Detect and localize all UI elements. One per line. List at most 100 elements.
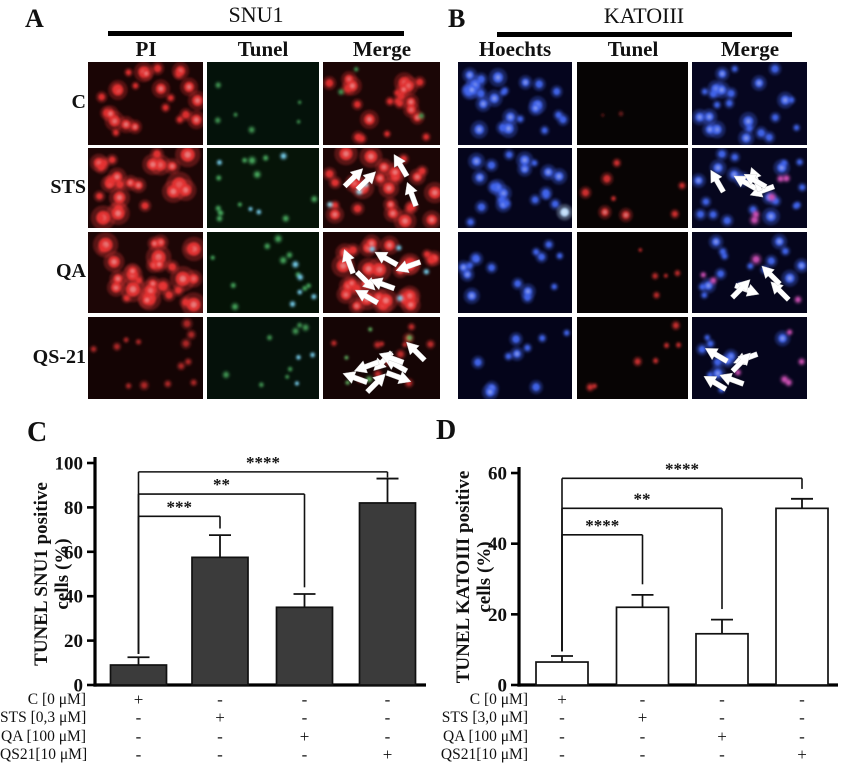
micrograph-A-STS-PI [88, 148, 203, 228]
arrow-icon [354, 270, 376, 291]
chart-c-y-axis-label: TUNEL SNU1 positive cells (%) [31, 454, 73, 694]
arrow-icon [703, 376, 728, 392]
micrograph-B-QS-21-Merge [692, 317, 807, 399]
micrograph-A-QA-PI [88, 232, 203, 313]
micrograph-B-C-Merge [692, 62, 807, 145]
matrix-sign-D-2-2: + [717, 726, 727, 746]
matrix-sign-D-2-3: - [799, 726, 805, 746]
micrograph-B-QA-Tunel [577, 232, 688, 313]
sig-label: **** [246, 453, 280, 472]
matrix-sign-C-0-1: - [217, 690, 223, 709]
micrograph-B-QS-21-Hoechts [458, 317, 572, 399]
arrow-icon [406, 341, 427, 363]
arrow-icon [341, 248, 356, 275]
panel-b-col-header-hoechts: Hoechts [478, 37, 552, 61]
micrograph-B-STS-Tunel [577, 148, 688, 228]
micrograph-A-STS-Tunel [207, 148, 319, 228]
micrograph-B-C-Hoechts [458, 62, 572, 145]
micrograph-A-STS-Merge [323, 148, 440, 228]
arrow-icon [378, 351, 405, 366]
matrix-row-label-D-0: C [0 μM] [469, 691, 528, 708]
panel-c-letter: C [27, 417, 48, 448]
panel-a-col-header-tunel: Tunel [237, 37, 289, 61]
panel-d-letter: D [436, 415, 457, 446]
bar-STS [0,3 μM] [191, 556, 249, 686]
chart-c-y-axis-label-line2: cells (%) [52, 538, 73, 610]
panel-a-col-header-merge: Merge [352, 37, 412, 61]
matrix-sign-D-1-3: - [799, 708, 805, 728]
matrix-sign-C-2-3: - [384, 726, 391, 746]
matrix-sign-D-1-0: - [559, 708, 565, 728]
matrix-sign-C-1-0: - [135, 708, 142, 728]
row-label-sts: STS [50, 176, 86, 198]
arrow-icon [743, 174, 768, 190]
panel-b-title: KATOIII [603, 3, 685, 28]
matrix-row-label-C-1: STS [0,3 μM] [0, 709, 87, 727]
micrograph-B-QA-Hoechts [458, 232, 572, 313]
matrix-row-label-C-3: QS21[10 μM] [0, 745, 88, 763]
sig-label: ** [213, 475, 230, 494]
matrix-sign-C-2-0: - [135, 726, 142, 746]
panel-b-letter: B [448, 4, 466, 33]
chart-d-y-axis-label-line1: TUNEL KATOIII positive [453, 470, 474, 684]
arrow-icon [710, 169, 726, 194]
matrix-sign-C-1-1: + [215, 708, 225, 728]
chart-d-y-axis-label-line2: cells (%) [474, 541, 495, 613]
matrix-row-label-D-3: QS21[10 μM] [440, 745, 528, 763]
matrix-sign-C-1-2: - [301, 708, 308, 728]
sig-label: **** [585, 516, 619, 535]
matrix-sign-C-3-0: - [135, 744, 142, 764]
panel-a-col-header-pi: PI [135, 37, 157, 61]
panel-a-title: SNU1 [228, 2, 284, 27]
matrix-sign-C-3-3: + [382, 744, 393, 764]
arrow-icon [365, 373, 386, 395]
chart-d-y-axis-label: TUNEL KATOIII positive cells (%) [453, 457, 495, 697]
matrix-sign-D-3-2: - [719, 744, 725, 764]
arrow-icon [704, 348, 729, 364]
micrograph-A-C-Tunel [207, 62, 319, 145]
micrograph-B-STS-Hoechts [458, 148, 572, 228]
matrix-sign-C-3-2: - [301, 744, 308, 764]
bar-C [0 μM] [109, 664, 168, 686]
micrograph-A-QS-21-PI [88, 317, 203, 399]
matrix-sign-D-0-2: - [719, 690, 725, 709]
micrograph-A-C-Merge [323, 62, 440, 145]
matrix-row-label-D-1: STS [3,0 μM] [441, 709, 528, 727]
matrix-sign-C-0-0: + [133, 690, 144, 709]
matrix-sign-D-1-2: - [719, 708, 725, 728]
matrix-row-label-C-2: QA [100 μM] [1, 727, 86, 745]
bar-QA [100 μM] [275, 606, 334, 686]
micrograph-A-QA-Tunel [207, 232, 319, 313]
arrow-icon [369, 277, 396, 292]
matrix-sign-C-2-2: + [299, 726, 310, 746]
row-label-c: C [71, 91, 86, 113]
matrix-row-label-D-2: QA [100 μM] [443, 727, 528, 745]
micrograph-A-C-PI [88, 62, 203, 145]
chart-c-y-axis-label-line1: TUNEL SNU1 positive [31, 482, 52, 666]
matrix-sign-C-1-3: - [384, 708, 391, 728]
matrix-sign-D-0-3: - [799, 690, 805, 709]
micrograph-B-C-Tunel [577, 62, 688, 145]
bar-QS21[10 μM] [358, 502, 417, 686]
matrix-sign-C-0-3: - [384, 690, 391, 709]
arrow-icon [395, 259, 422, 273]
bar-C [0 μM] [535, 661, 589, 686]
panel-a-title-rule [108, 31, 404, 36]
panel-b-title-rule [497, 32, 792, 37]
matrix-sign-C-3-1: - [217, 744, 223, 764]
micrograph-A-QS-21-Tunel [207, 317, 319, 399]
arrow-icon [730, 352, 751, 374]
matrix-sign-C-0-2: - [301, 690, 308, 709]
micrograph-B-STS-Merge [692, 148, 807, 228]
arrow-icon [385, 370, 412, 384]
arrow-icon [393, 154, 410, 178]
panel-a-letter: A [25, 4, 44, 33]
sig-label: *** [167, 497, 193, 516]
sig-label: **** [665, 459, 699, 478]
matrix-sign-D-2-1: - [639, 726, 646, 746]
arrow-icon [354, 289, 380, 306]
micrograph-B-QA-Merge [692, 232, 807, 313]
panel-b-col-header-tunel: Tunel [607, 37, 659, 61]
row-label-qa: QA [56, 260, 86, 282]
